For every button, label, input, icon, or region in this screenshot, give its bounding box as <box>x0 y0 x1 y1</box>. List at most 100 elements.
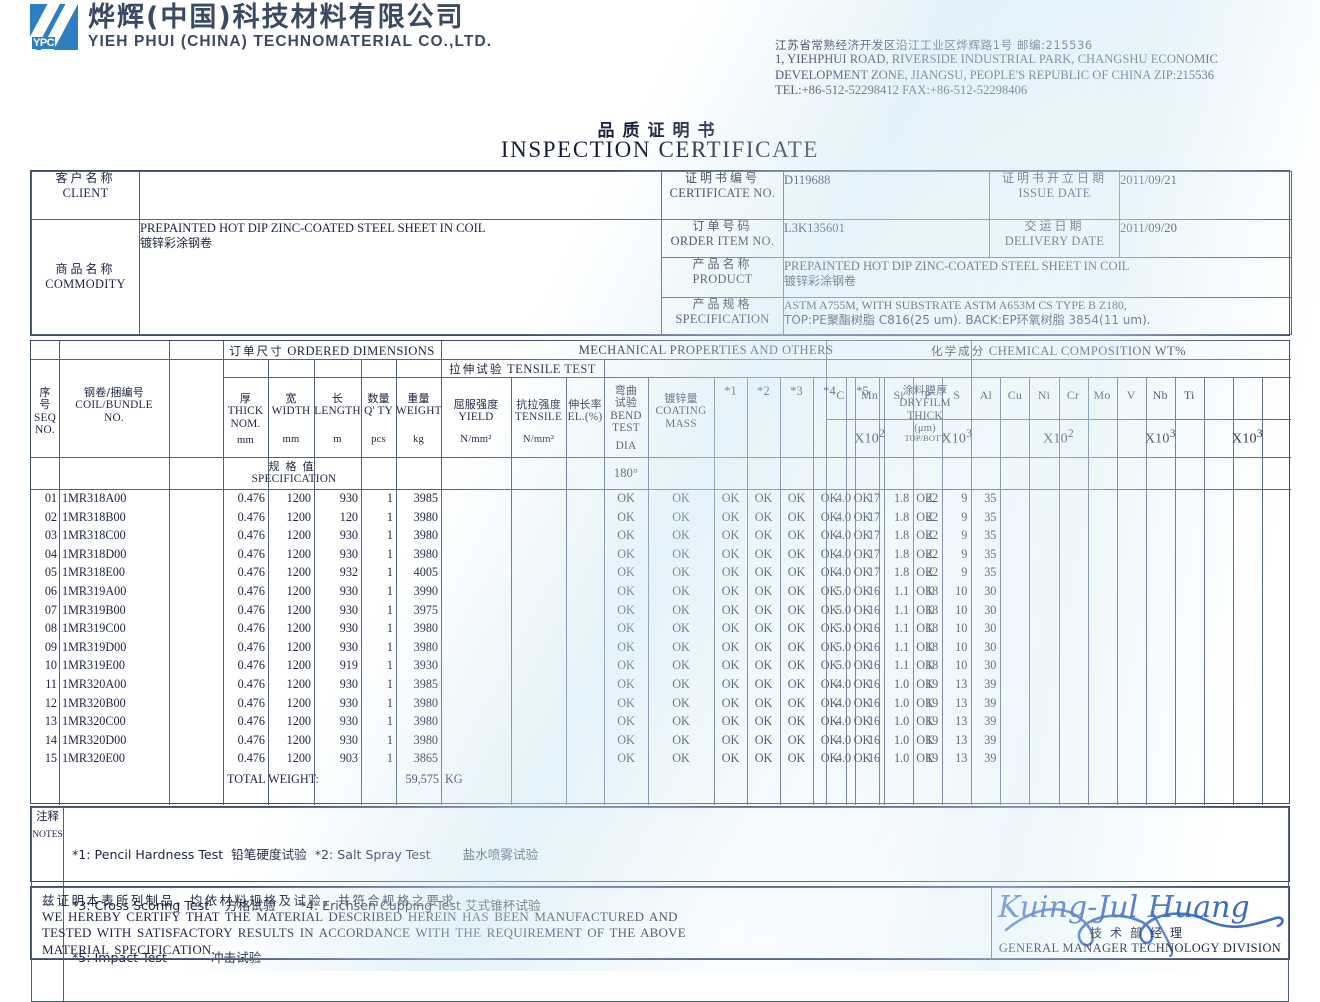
table-row: 03 1MR318C00 0.476 1200 930 1 3980 OK OK OK OK OK OK… <box>31 526 1289 545</box>
cell-chem-p: 22 <box>926 509 939 524</box>
cell-chem-mn: 17 <box>867 509 881 524</box>
cell-qty: 1 <box>386 528 393 543</box>
cell-chem-s: 13 <box>955 751 968 766</box>
cell-coil: 1MR319B00 <box>62 602 126 617</box>
cell-chem-c: 4.0 <box>835 695 852 710</box>
cell-chem-c: 5.0 <box>835 621 852 636</box>
cell-width: 1200 <box>286 602 311 617</box>
cell-chem-si: 1.0 <box>893 714 910 729</box>
spec-row-bend-value: 180° <box>613 466 639 480</box>
col-header-chem-v: V <box>1126 388 1136 402</box>
cell-chem-mn: 17 <box>867 565 881 580</box>
cell-chem-c: 4.0 <box>835 546 852 561</box>
cell-chem-c: 4.0 <box>835 565 852 580</box>
cell-chem-p: 22 <box>926 491 939 505</box>
cell-thick: 0.476 <box>237 509 265 524</box>
cell-thick: 0.476 <box>237 695 265 710</box>
cell-thick: 0.476 <box>237 491 265 505</box>
cell-coil: 1MR318C00 <box>62 528 126 543</box>
cell-chem-mn: 17 <box>867 528 881 543</box>
cell-s1: OK <box>721 751 740 766</box>
cell-thick: 0.476 <box>237 714 265 729</box>
cell-s3: OK <box>787 639 806 654</box>
cell-s1: OK <box>721 714 740 729</box>
cell-chem-mn: 16 <box>867 751 881 766</box>
cell-chem-mn: 16 <box>867 677 881 691</box>
cell-s2: OK <box>754 677 773 691</box>
cell-s3: OK <box>787 565 806 580</box>
cell-coil: 1MR320A00 <box>62 677 127 691</box>
specification-value: ASTM A755M, WITH SUBSTRATE ASTM A653M CS… <box>783 297 1292 335</box>
cell-chem-c: 5.0 <box>835 658 852 673</box>
group-header-ordered-dimensions: 订单尺寸 ORDERED DIMENSIONS <box>229 344 435 358</box>
cell-width: 1200 <box>286 732 311 747</box>
col-header-chem-mn: Mn <box>861 388 879 402</box>
notes-table: 注释 NOTES *1: Pencil Hardness Test 铅笔硬度试验… <box>30 806 1290 1002</box>
cell-chem-mn: 16 <box>867 621 881 636</box>
certificate-no-value: D119688 <box>783 171 990 220</box>
chem-multiplier-1: X103 <box>941 427 973 447</box>
group-header-tensile: 拉伸试验 TENSILE TEST <box>449 362 596 376</box>
col-header-qty: 数量 Q' TY pcs <box>364 392 393 445</box>
cell-s1: OK <box>721 528 740 543</box>
cell-s3: OK <box>787 602 806 617</box>
cell-s1: OK <box>721 546 740 561</box>
cell-seq: 12 <box>44 695 57 710</box>
cell-chem-mn: 16 <box>867 714 881 729</box>
cell-s2: OK <box>754 639 773 654</box>
cell-chem-al: 35 <box>984 491 997 505</box>
cell-chem-s: 9 <box>961 528 968 543</box>
col-header-width: 宽 WIDTH mm <box>271 392 311 445</box>
col-header-chem-nb: Nb <box>1152 388 1168 402</box>
cell-width: 1200 <box>286 714 311 729</box>
cell-seq: 06 <box>44 584 57 598</box>
cell-chem-s: 10 <box>955 658 968 673</box>
certification-en-1: WE HEREBY CERTIFY THAT THE MATERIAL DESC… <box>42 908 678 924</box>
cell-s2: OK <box>754 584 773 598</box>
cell-s2: OK <box>754 491 773 505</box>
cell-coil: 1MR318B00 <box>62 509 126 524</box>
cell-weight: 3980 <box>413 639 438 654</box>
cell-chem-si: 1.0 <box>893 732 910 747</box>
cell-length: 930 <box>339 621 358 636</box>
cell-qty: 1 <box>386 677 393 691</box>
cell-coating: OK <box>672 695 690 710</box>
cell-coating: OK <box>672 491 690 505</box>
cell-s3: OK <box>787 732 806 747</box>
col-header-seq: 序号 SEQ NO. <box>34 386 56 437</box>
cell-s2: OK <box>754 602 773 617</box>
cell-s2: OK <box>754 621 773 636</box>
order-item-label: 订单号码 ORDER ITEM NO. <box>661 219 784 258</box>
cell-length: 903 <box>339 751 358 766</box>
spec-row-label: 规格值 SPECIFICATION <box>251 460 337 486</box>
cell-width: 1200 <box>286 546 311 561</box>
cell-qty: 1 <box>386 602 393 617</box>
cell-bend: OK <box>617 695 635 710</box>
cell-s1: OK <box>721 509 740 524</box>
cell-weight: 3980 <box>413 621 438 636</box>
cell-coil: 1MR318E00 <box>62 565 125 580</box>
cell-weight: 3980 <box>413 509 438 524</box>
cell-chem-al: 30 <box>984 584 997 598</box>
logo-text: YPC <box>32 37 56 49</box>
certification-statement: 兹证明本表所列制品，均依材料规格及试验，并符合规格之要求 WE HEREBY C… <box>31 886 992 960</box>
company-logo-icon: YPC <box>30 4 78 50</box>
cell-chem-si: 1.0 <box>893 751 910 766</box>
cell-chem-al: 30 <box>984 658 997 673</box>
col-header-chem-ti: Ti <box>1183 388 1195 402</box>
client-value <box>139 171 662 220</box>
cell-chem-c: 4.0 <box>835 491 852 505</box>
cell-length: 930 <box>339 677 358 691</box>
cell-s2: OK <box>754 565 773 580</box>
cell-chem-c: 5.0 <box>835 639 852 654</box>
cell-chem-c: 4.0 <box>835 509 852 524</box>
cell-qty: 1 <box>386 639 393 654</box>
cell-s1: OK <box>721 677 740 691</box>
cell-length: 930 <box>339 695 358 710</box>
cell-width: 1200 <box>286 639 311 654</box>
cell-chem-si: 1.1 <box>893 584 910 598</box>
cell-chem-c: 4.0 <box>835 528 852 543</box>
address-cn: 江苏省常熟经济开发区沿江工业区烨辉路1号 邮编:215536 <box>775 38 1093 52</box>
cell-width: 1200 <box>286 565 311 580</box>
chem-multiplier-3: X103 <box>1144 427 1176 447</box>
